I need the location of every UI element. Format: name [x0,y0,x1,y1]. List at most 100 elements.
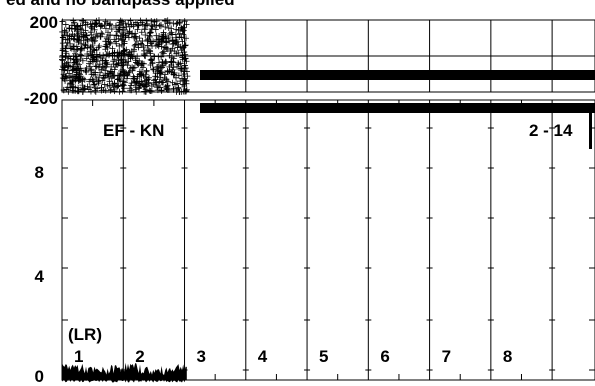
amplitude-early-noise [62,362,187,383]
phase-point [181,62,188,69]
phase-point [79,82,86,89]
phase-point [96,51,103,58]
phase-point [79,76,86,83]
phase-point [160,50,167,57]
phase-point [139,21,146,28]
phase-point [118,21,125,28]
phase-point [92,69,99,76]
phase-point [116,26,123,33]
phase-point [133,38,140,45]
phase-point [182,77,189,84]
phase-point [146,47,153,54]
phase-point [95,17,102,24]
phase-point [93,31,100,38]
phase-point [91,21,98,28]
phase-point [169,79,176,86]
phase-point [93,51,100,58]
phase-point [70,77,77,84]
phase-point [158,53,165,60]
phase-point [147,39,154,46]
phase-point [77,55,84,62]
phase-point [82,41,89,48]
phase-point [134,21,141,28]
phase-point [183,58,190,65]
phase-point [96,43,103,50]
phase-point [102,67,109,74]
phase-point [148,56,155,63]
phase-point [75,30,82,37]
phase-point [98,30,105,37]
phase-point [183,86,190,93]
phase-point [175,49,182,56]
phase-point [74,46,81,53]
phase-point [61,75,68,82]
phase-point [99,31,106,38]
phase-point [92,63,99,70]
phase-point [98,84,105,91]
phase-point [140,51,147,58]
phase-point [88,52,95,59]
phase-point [65,88,72,95]
phase-point [137,40,144,47]
scan-label: 6 [380,347,389,366]
phase-point [99,55,106,62]
phase-point [83,32,90,39]
phase-point [136,35,143,42]
phase-point [157,21,164,28]
phase-point [163,85,170,92]
phase-point [101,74,108,81]
phase-point [179,38,186,45]
phase-point [172,38,179,45]
phase-point [169,31,176,38]
phase-point [174,44,181,51]
phase-point [121,40,128,47]
scan-label: 2 [135,347,144,366]
phase-point [119,83,126,90]
phase-point [144,20,151,27]
phase-point [107,32,114,39]
phase-point [120,78,127,85]
phase-point [127,55,134,62]
phase-point [67,40,74,47]
phase-point [99,23,106,30]
phase-point [60,86,67,93]
phase-point [91,47,98,54]
amplitude-frame [61,99,595,381]
phase-point [122,26,129,33]
phase-point [169,66,176,73]
phase-point [131,79,138,86]
phase-ytick-top: 200 [30,13,58,32]
phase-point [65,53,72,60]
phase-point [110,61,117,68]
phase-point [143,17,150,24]
phase-point [73,43,80,50]
phase-point [61,67,68,74]
phase-point [119,50,126,57]
phase-point [153,79,160,86]
phase-point [91,81,98,88]
phase-point [157,70,164,77]
phase-point [179,52,186,59]
phase-point [71,59,78,66]
phase-point [62,21,69,28]
phase-point [69,31,76,38]
baseline-label: EF - KN [103,121,164,140]
phase-point [119,81,126,88]
phase-point [105,73,112,80]
phase-point [88,66,95,73]
phase-point [76,61,83,68]
phase-point [134,73,141,80]
phase-point [183,68,190,75]
phase-point [130,48,137,55]
phase-point [160,79,167,86]
phase-point [166,63,173,70]
phase-point [84,83,91,90]
phase-point [156,22,163,29]
phase-point [107,86,114,93]
phase-point [89,56,96,63]
phase-point [108,26,115,33]
phase-point [112,22,119,29]
phase-point [108,69,115,76]
amplitude-ytick-8: 8 [35,163,44,182]
phase-point [145,80,152,87]
